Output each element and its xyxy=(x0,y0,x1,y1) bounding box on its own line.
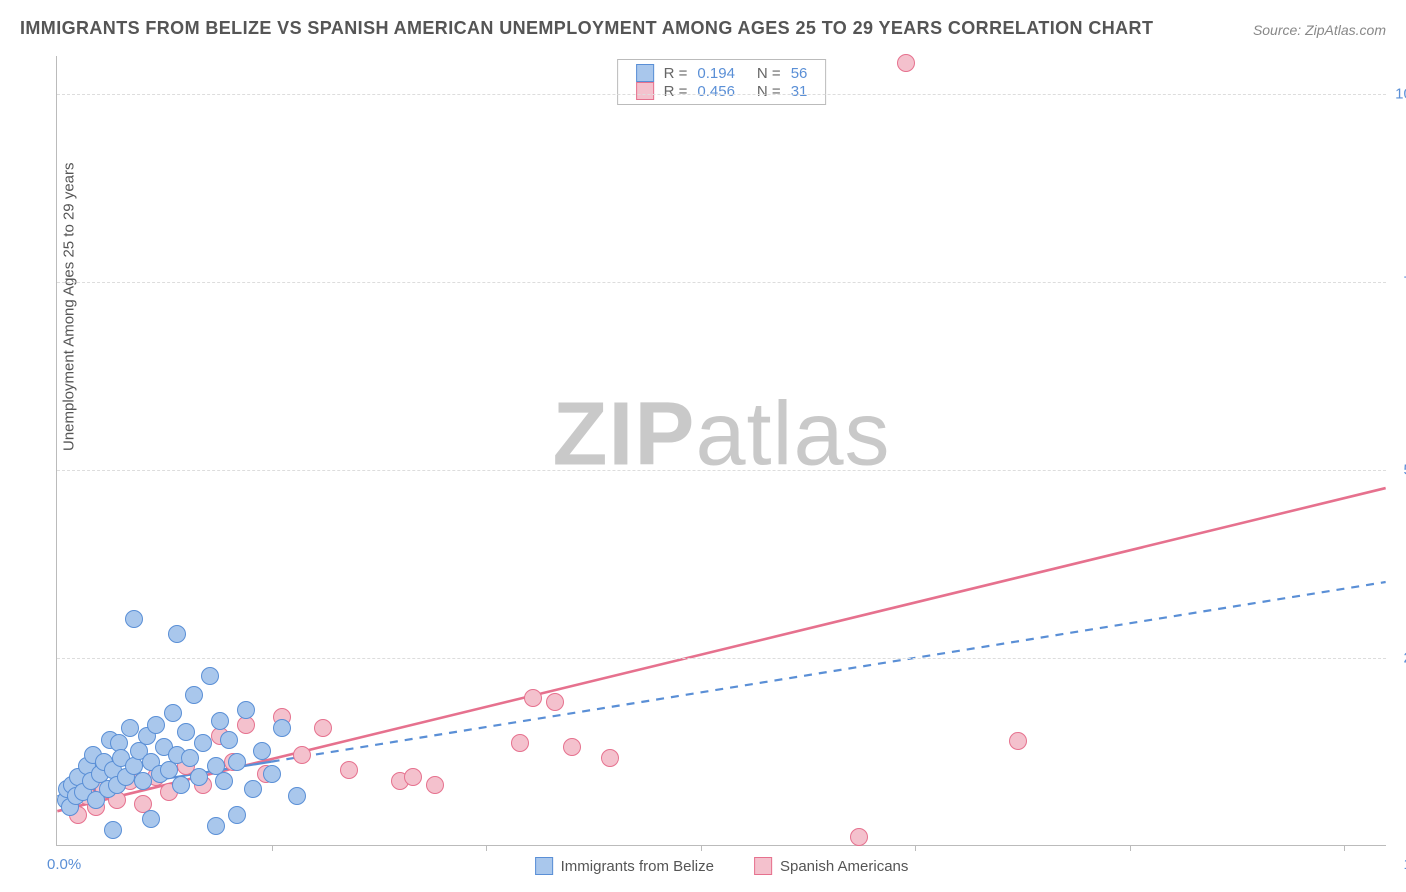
scatter-point-belize xyxy=(164,704,182,722)
scatter-point-belize xyxy=(142,810,160,828)
scatter-point-belize xyxy=(168,625,186,643)
x-tick-min: 0.0% xyxy=(47,856,81,873)
gridline-h xyxy=(57,94,1386,95)
n-label: N = xyxy=(757,83,781,100)
scatter-point-spanish xyxy=(563,738,581,756)
scatter-point-belize xyxy=(228,806,246,824)
n-value: 56 xyxy=(791,65,808,82)
scatter-point-belize xyxy=(237,701,255,719)
gridline-h xyxy=(57,658,1386,659)
x-tick xyxy=(486,845,487,851)
scatter-point-belize xyxy=(273,719,291,737)
scatter-point-belize xyxy=(190,768,208,786)
scatter-point-spanish xyxy=(314,719,332,737)
scatter-point-belize xyxy=(228,753,246,771)
y-tick-label: 100.0% xyxy=(1395,85,1406,102)
x-tick xyxy=(701,845,702,851)
scatter-point-spanish xyxy=(850,828,868,846)
scatter-point-belize xyxy=(181,749,199,767)
scatter-point-belize xyxy=(134,772,152,790)
x-tick xyxy=(915,845,916,851)
scatter-point-belize xyxy=(125,610,143,628)
scatter-point-belize xyxy=(220,731,238,749)
r-label: R = xyxy=(664,83,688,100)
scatter-point-belize xyxy=(147,716,165,734)
n-label: N = xyxy=(757,65,781,82)
scatter-point-spanish xyxy=(404,768,422,786)
scatter-point-belize xyxy=(207,817,225,835)
legend-label: Immigrants from Belize xyxy=(561,858,714,875)
stats-legend-row: R = 0.456 N = 31 xyxy=(636,82,808,100)
plot-area: Unemployment Among Ages 25 to 29 years Z… xyxy=(56,56,1386,846)
scatter-point-belize xyxy=(177,723,195,741)
scatter-point-spanish xyxy=(1009,732,1027,750)
scatter-point-spanish xyxy=(897,54,915,72)
gridline-h xyxy=(57,282,1386,283)
r-label: R = xyxy=(664,65,688,82)
trend-line xyxy=(57,488,1385,811)
scatter-point-spanish xyxy=(293,746,311,764)
scatter-point-belize xyxy=(172,776,190,794)
trend-line-dashed xyxy=(272,582,1386,762)
scatter-point-belize xyxy=(104,821,122,839)
x-tick xyxy=(1344,845,1345,851)
scatter-point-belize xyxy=(215,772,233,790)
scatter-point-spanish xyxy=(426,776,444,794)
n-value: 31 xyxy=(791,83,808,100)
chart-title: IMMIGRANTS FROM BELIZE VS SPANISH AMERIC… xyxy=(20,18,1153,39)
r-value: 0.456 xyxy=(697,83,735,100)
stats-legend: R = 0.194 N = 56 R = 0.456 N = 31 xyxy=(617,59,827,105)
legend-item-belize: Immigrants from Belize xyxy=(535,857,714,875)
legend-swatch xyxy=(535,857,553,875)
series-legend: Immigrants from Belize Spanish Americans xyxy=(535,857,909,875)
scatter-point-belize xyxy=(201,667,219,685)
stats-legend-row: R = 0.194 N = 56 xyxy=(636,64,808,82)
r-value: 0.194 xyxy=(697,65,735,82)
scatter-point-belize xyxy=(253,742,271,760)
legend-item-spanish: Spanish Americans xyxy=(754,857,908,875)
x-tick xyxy=(1130,845,1131,851)
scatter-point-belize xyxy=(194,734,212,752)
scatter-point-belize xyxy=(211,712,229,730)
scatter-point-spanish xyxy=(601,749,619,767)
scatter-point-belize xyxy=(288,787,306,805)
legend-label: Spanish Americans xyxy=(780,858,908,875)
scatter-point-spanish xyxy=(546,693,564,711)
gridline-h xyxy=(57,470,1386,471)
trend-lines-layer xyxy=(57,56,1386,845)
scatter-point-belize xyxy=(244,780,262,798)
legend-swatch xyxy=(754,857,772,875)
legend-swatch xyxy=(636,82,654,100)
scatter-point-spanish xyxy=(524,689,542,707)
scatter-point-belize xyxy=(121,719,139,737)
legend-swatch xyxy=(636,64,654,82)
source-attribution: Source: ZipAtlas.com xyxy=(1253,22,1386,38)
scatter-point-belize xyxy=(263,765,281,783)
scatter-point-spanish xyxy=(340,761,358,779)
scatter-point-belize xyxy=(185,686,203,704)
y-axis-label: Unemployment Among Ages 25 to 29 years xyxy=(61,162,78,451)
x-tick xyxy=(272,845,273,851)
scatter-point-spanish xyxy=(511,734,529,752)
